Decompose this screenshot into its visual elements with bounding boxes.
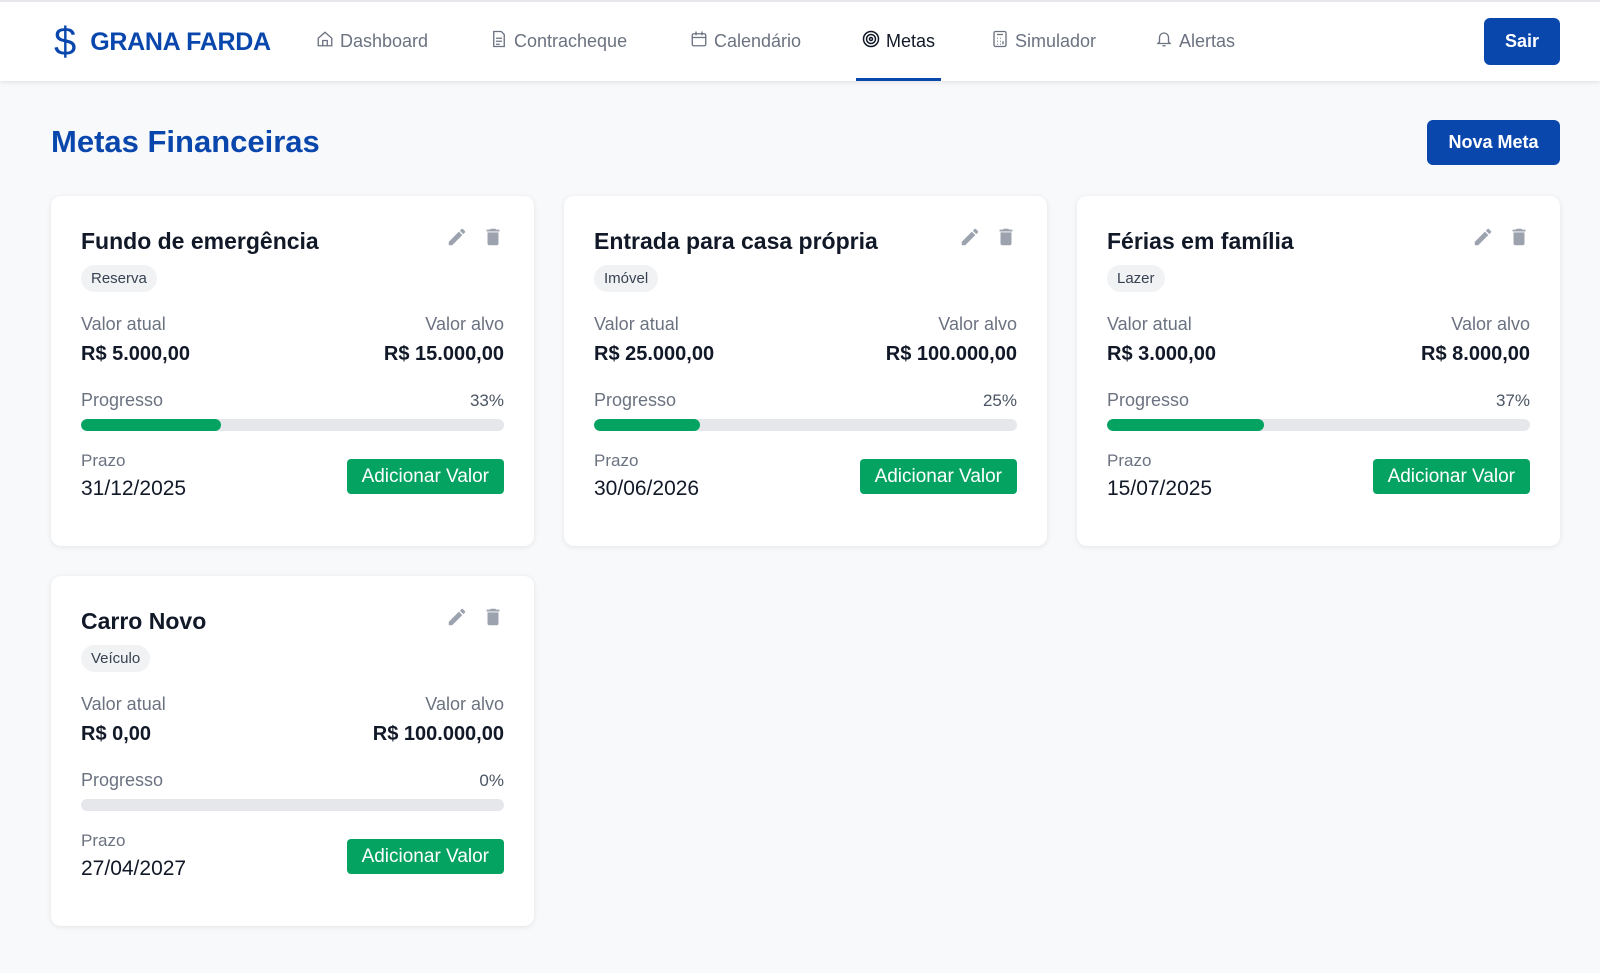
logo[interactable]: $ GRANA FARDA — [54, 22, 271, 62]
nav-label: Contracheque — [514, 31, 628, 51]
logout-button[interactable]: Sair — [1484, 18, 1560, 65]
target-icon — [862, 30, 880, 53]
trash-icon[interactable] — [995, 226, 1017, 253]
current-value-label: Valor atual — [594, 314, 679, 334]
nav-calendar[interactable]: Calendário — [690, 2, 801, 81]
nav-calculator[interactable]: Simulador — [991, 2, 1096, 81]
deadline-label: Prazo — [81, 451, 126, 470]
nav-label: Dashboard — [340, 31, 429, 51]
goal-title: Entrada para casa própria — [594, 228, 878, 254]
add-value-button[interactable]: Adicionar Valor — [346, 839, 504, 874]
goal-title: Férias em família — [1107, 228, 1294, 254]
current-value: R$ 25.000,00 — [594, 343, 715, 365]
deadline-date: 15/07/2025 — [1107, 477, 1213, 500]
nav-bell[interactable]: Alertas — [1155, 2, 1235, 81]
home-icon — [316, 30, 334, 53]
target-value: R$ 8.000,00 — [1421, 343, 1530, 365]
calculator-icon — [991, 30, 1009, 53]
trash-icon[interactable] — [482, 606, 504, 633]
progress-percent: 33% — [469, 391, 504, 410]
edit-icon[interactable] — [446, 226, 468, 253]
edit-icon[interactable] — [1472, 226, 1494, 253]
current-value: R$ 0,00 — [81, 723, 152, 745]
progress-fill — [81, 419, 221, 431]
progress-bar — [81, 419, 504, 431]
nav-document[interactable]: Contracheque — [490, 2, 627, 81]
page-title: Metas Financeiras — [51, 124, 320, 159]
document-icon — [490, 30, 508, 53]
progress-label: Progresso — [81, 770, 164, 790]
new-goal-button[interactable]: Nova Meta — [1427, 120, 1560, 165]
goal-title: Carro Novo — [81, 608, 207, 634]
progress-bar — [81, 799, 504, 811]
current-value-label: Valor atual — [81, 314, 166, 334]
nav-target[interactable]: Metas — [855, 2, 942, 81]
progress-percent: 25% — [982, 391, 1017, 410]
target-value-label: Valor alvo — [425, 314, 504, 334]
deadline-label: Prazo — [1107, 451, 1152, 470]
target-value: R$ 100.000,00 — [885, 343, 1017, 365]
add-value-button[interactable]: Adicionar Valor — [346, 459, 504, 494]
deadline-date: 30/06/2026 — [594, 477, 700, 500]
app-name: GRANA FARDA — [90, 27, 271, 56]
edit-icon[interactable] — [959, 226, 981, 253]
deadline-label: Prazo — [81, 831, 126, 850]
progress-bar — [1107, 419, 1530, 431]
progress-percent: 37% — [1495, 391, 1530, 410]
add-value-button[interactable]: Adicionar Valor — [1372, 459, 1530, 494]
progress-fill — [1107, 419, 1264, 431]
top-navbar: $ GRANA FARDA Dashboard Contracheque Calen… — [0, 0, 1600, 81]
deadline-date: 31/12/2025 — [81, 477, 187, 500]
progress-bar — [594, 419, 1017, 431]
deadline-label: Prazo — [594, 451, 639, 470]
edit-icon[interactable] — [446, 606, 468, 633]
category-tag: Veículo — [81, 645, 151, 672]
add-value-button[interactable]: Adicionar Valor — [859, 459, 1017, 494]
progress-fill — [594, 419, 700, 431]
target-value-label: Valor alvo — [938, 314, 1017, 334]
progress-label: Progresso — [1107, 390, 1190, 410]
nav-home[interactable]: Dashboard — [316, 2, 428, 81]
nav-label: Alertas — [1179, 31, 1236, 51]
goal-card: Fundo de emergência Reserva Valor atual R… — [51, 196, 534, 546]
goal-card: Férias em família Lazer Valor atual R$ 3.… — [1077, 196, 1560, 546]
progress-label: Progresso — [81, 390, 164, 410]
dollar-sign-icon: $ — [54, 20, 77, 64]
current-value: R$ 3.000,00 — [1107, 343, 1216, 365]
nav-label: Simulador — [1015, 31, 1097, 51]
progress-percent: 0% — [479, 771, 504, 790]
trash-icon[interactable] — [482, 226, 504, 253]
current-value-label: Valor atual — [1107, 314, 1192, 334]
category-tag: Lazer — [1107, 265, 1165, 292]
progress-label: Progresso — [594, 390, 677, 410]
goal-title: Fundo de emergência — [81, 228, 319, 254]
deadline-date: 27/04/2027 — [81, 857, 187, 880]
target-value-label: Valor alvo — [1451, 314, 1530, 334]
category-tag: Reserva — [81, 265, 157, 292]
current-value-label: Valor atual — [81, 694, 166, 714]
target-value: R$ 15.000,00 — [383, 343, 504, 365]
bell-icon — [1155, 30, 1173, 53]
target-value-label: Valor alvo — [425, 694, 504, 714]
goal-card: Entrada para casa própria Imóvel Valor a… — [564, 196, 1047, 546]
nav-label: Calendário — [714, 31, 802, 51]
nav-label: Metas — [886, 31, 936, 51]
goal-card: Carro Novo Veículo Valor atual R$ 0,00 Va… — [51, 576, 534, 926]
current-value: R$ 5.000,00 — [81, 343, 190, 365]
target-value: R$ 100.000,00 — [372, 723, 504, 745]
calendar-icon — [690, 30, 708, 53]
category-tag: Imóvel — [594, 265, 659, 292]
trash-icon[interactable] — [1508, 226, 1530, 253]
